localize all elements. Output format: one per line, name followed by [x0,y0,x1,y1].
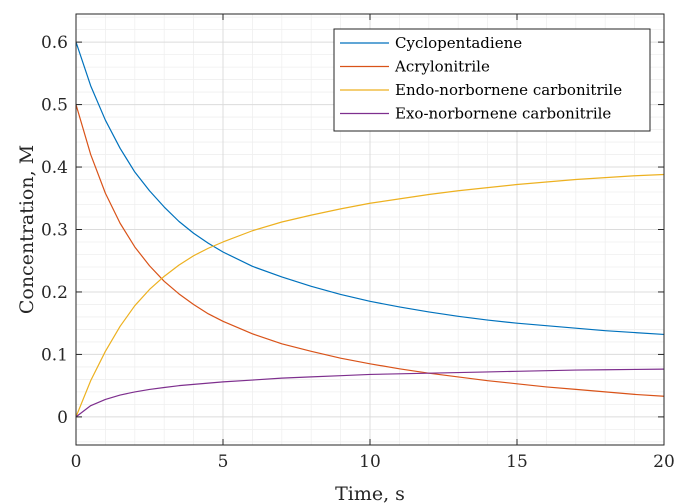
tick-labels: 0 5 10 15 20 0 0.1 0.2 0.3 0.4 0.5 0.6 [41,33,675,472]
legend-label: Acrylonitrile [394,58,490,76]
y-tick-label: 0.2 [41,283,68,303]
y-axis-title: Concentration, M [16,145,38,314]
x-tick-label: 5 [218,452,229,472]
x-tick-label: 0 [71,452,82,472]
series-line-2 [75,104,665,397]
series-line-3 [75,173,665,418]
series-line-1 [75,41,665,336]
legend-label: Endo-norbornene carbonitrile [395,81,622,99]
y-tick-label: 0 [57,408,68,428]
x-tick-label: 15 [506,452,528,472]
legend: Cyclopentadiene Acrylonitrile Endo-norborn… [333,28,651,132]
y-tick-label: 0.6 [41,33,68,53]
series-line-4 [75,368,665,418]
series-layer [75,41,665,418]
y-tick-label: 0.4 [41,158,68,178]
x-axis-title: Time, s [335,483,405,504]
legend-label: Exo-norbornene carbonitrile [395,105,611,123]
x-tick-label: 20 [653,452,675,472]
legend-label: Cyclopentadiene [395,34,522,52]
y-tick-label: 0.5 [41,96,68,116]
y-tick-label: 0.1 [41,345,68,365]
axis-ticks [75,14,665,445]
x-tick-label: 10 [359,452,381,472]
y-tick-label: 0.3 [41,221,68,241]
